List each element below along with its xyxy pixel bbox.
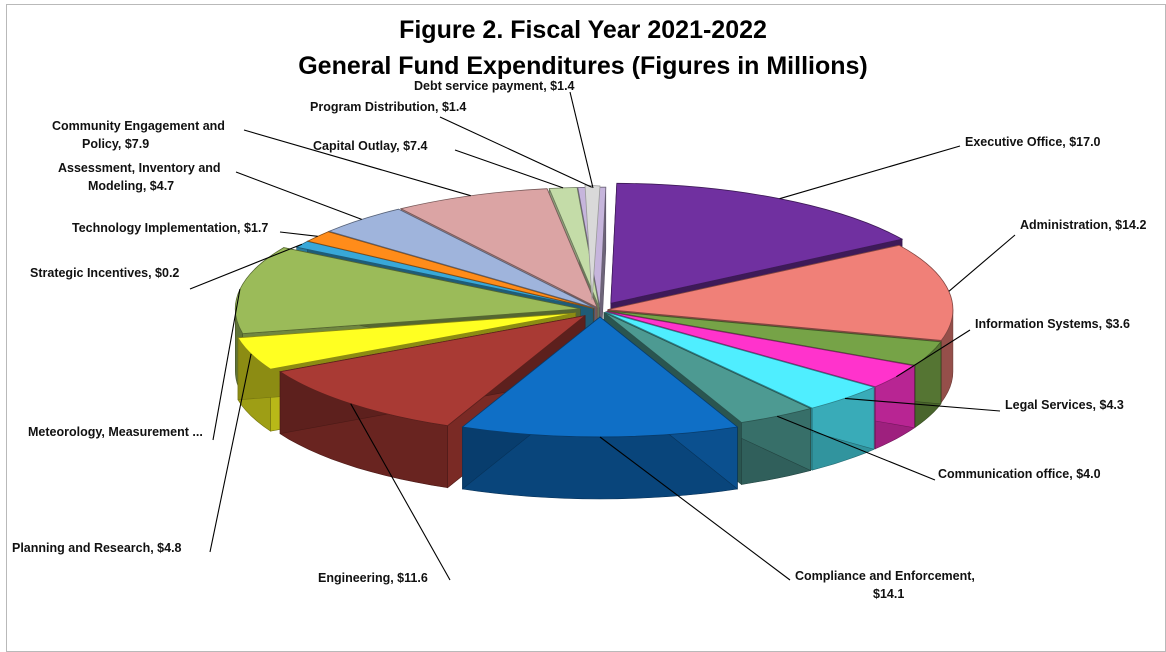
leader-line-3	[896, 329, 971, 378]
chart-title: Figure 2. Fiscal Year 2021-2022	[399, 16, 767, 44]
slice-label-16: Debt service payment, $1.4	[414, 79, 575, 93]
leader-line-9	[212, 289, 241, 441]
slice-7	[279, 315, 586, 427]
leader-line-12	[235, 171, 362, 220]
leader-line-16	[569, 91, 594, 189]
slice-label-13-line2: Policy, $7.9	[82, 137, 149, 151]
slice-label-5: Communication office, $4.0	[938, 467, 1101, 481]
slice-label-4: Legal Services, $4.3	[1005, 398, 1124, 412]
leader-line-0	[779, 145, 961, 200]
slice-label-7: Engineering, $11.6	[318, 571, 428, 585]
slice-label-11: Technology Implementation, $1.7	[72, 221, 268, 235]
slice-label-8: Planning and Research, $4.8	[12, 541, 182, 555]
slice-8	[237, 312, 576, 370]
slice-label-13: Community Engagement and	[52, 119, 225, 133]
leader-line-10	[189, 243, 303, 290]
slice-12	[327, 208, 595, 309]
leader-line-6	[599, 436, 791, 581]
leader-line-4	[844, 397, 1001, 412]
slice-label-10: Strategic Incentives, $0.2	[30, 266, 179, 280]
slice-labels: Executive Office, $17.0 Administration, $…	[12, 79, 1146, 601]
slice-label-3: Information Systems, $3.6	[975, 317, 1130, 331]
slice-label-9: Meteorology, Measurement ...	[28, 425, 203, 439]
slice-label-6: Compliance and Enforcement,	[795, 569, 975, 583]
slice-label-14: Capital Outlay, $7.4	[313, 139, 427, 153]
label-leader-lines	[189, 91, 1016, 581]
slice-13	[399, 188, 598, 309]
leader-line-13	[243, 129, 471, 197]
slice-label-15: Program Distribution, $1.4	[310, 100, 466, 114]
leader-line-8	[209, 353, 252, 553]
slice-6	[461, 316, 739, 438]
chart-subtitle: General Fund Expenditures (Figures in Mi…	[298, 52, 868, 80]
slice-1	[607, 244, 954, 341]
slice-label-0: Executive Office, $17.0	[965, 135, 1101, 149]
pie-top-faces	[234, 182, 954, 438]
leader-line-1	[948, 234, 1016, 292]
leader-line-11	[279, 231, 318, 237]
slice-label-12-line2: Modeling, $4.7	[88, 179, 174, 193]
slice-label-6-line2: $14.1	[873, 587, 904, 601]
leader-line-15	[439, 116, 593, 188]
leader-line-5	[776, 415, 936, 481]
slice-label-12: Assessment, Inventory and	[58, 161, 221, 175]
slice-14	[548, 187, 600, 308]
leader-line-7	[350, 403, 451, 581]
leader-line-14	[454, 149, 564, 189]
slice-label-1: Administration, $14.2	[1020, 218, 1146, 232]
